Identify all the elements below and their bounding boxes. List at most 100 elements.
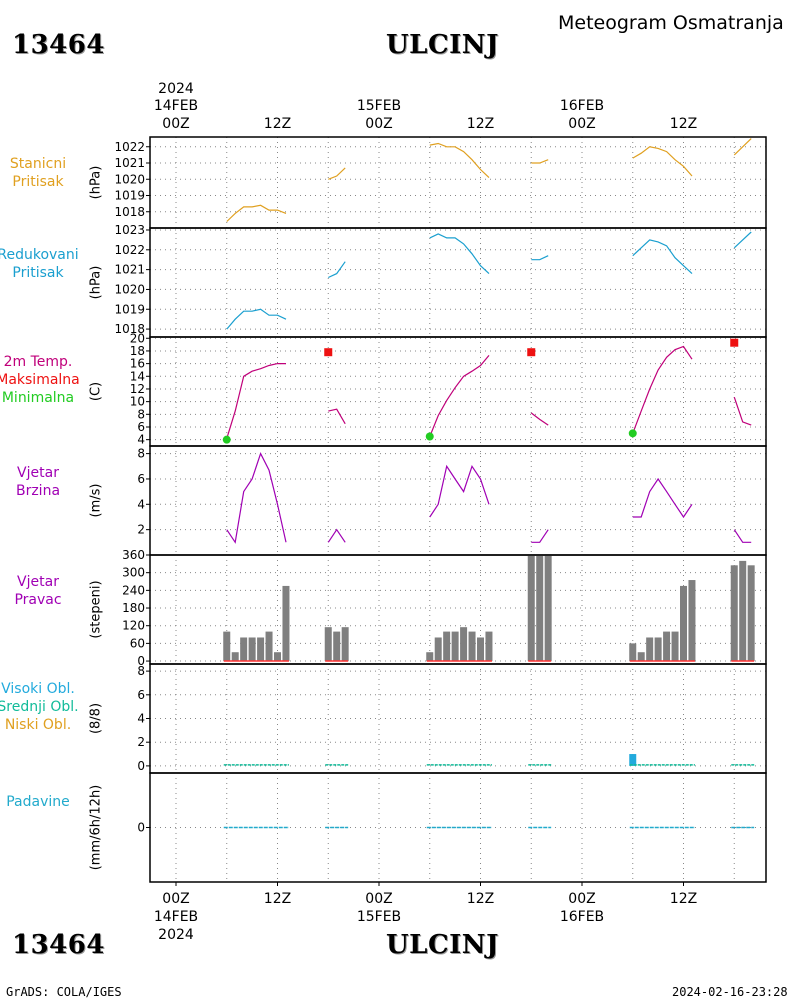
station-name-top: ULCINJ [386,30,499,60]
station-pressure-line [328,167,346,180]
temperature-line [226,363,286,439]
wind-direction-label: Vjetar [17,574,59,590]
station-pressure-ytick-label: 1020 [114,172,145,186]
wind-speed-line [327,528,346,543]
wind-direction-bar [257,637,265,662]
station-pressure-ytick-label: 1022 [114,140,145,154]
wind-direction-bar [248,637,256,662]
tmin-marker [628,429,637,438]
x-tick-label-top: 12Z [670,116,697,132]
temperature-ytick-label: 6 [137,420,145,434]
wind-direction-bar [341,627,349,662]
wind-direction-bar [544,555,552,662]
reduced-pressure-label: Pritisak [12,265,64,281]
reduced-pressure-ytick-label: 1018 [114,322,145,336]
station-id-bottom: 13464 [12,930,105,960]
station-pressure-label: Pritisak [12,174,64,190]
wind-direction-ytick-label: 120 [122,619,145,633]
temperature-unit-label: (C) [89,382,104,401]
credit-text: GrADS: COLA/IGES [6,985,122,999]
reduced-pressure-ytick-label: 1021 [114,263,145,277]
reduced-pressure-frame [149,227,767,338]
wind-speed-ytick-label: 8 [137,447,145,461]
temperature-line [530,412,549,426]
reduced-pressure-ytick-label: 1022 [114,243,145,257]
wind-direction-label: Pravac [14,592,61,608]
wind-direction-ytick-label: 360 [122,548,145,562]
tmax-marker [527,348,536,357]
date-label-top: 16FEB [560,98,604,114]
wind-direction-bar [671,631,679,662]
wind-direction-bar [485,631,493,662]
wind-direction-ytick-label: 240 [122,583,145,597]
wind-direction-bar [663,631,671,662]
x-tick-label-bottom: 00Z [365,891,392,907]
wind-speed-unit-label: (m/s) [89,484,104,518]
clouds-frame [149,663,767,774]
wind-direction-bar [324,627,332,662]
reduced-pressure-ytick-label: 1019 [114,302,145,316]
reduced-pressure-line [733,231,752,249]
temperature-ytick-label: 10 [130,395,145,409]
temperature-line [328,408,346,425]
wind-direction-bar [434,637,442,662]
station-name-bottom: ULCINJ [386,930,499,960]
wind-direction-bar [747,565,755,662]
wind-speed-line [226,452,287,544]
wind-speed-line [632,477,693,519]
wind-direction-bar [426,652,434,662]
wind-direction-bar [274,652,281,662]
wind-direction-bar [231,652,239,662]
wind-direction-ytick-label: 60 [130,636,145,650]
wind-direction-bar [739,560,747,662]
wind-direction-bar [654,637,662,662]
temperature-line [632,345,693,434]
product-title: Meteogram Osmatranja [558,12,784,34]
clouds-label: Niski Obl. [5,717,71,733]
x-tick-label-top: 12Z [264,116,291,132]
wind-direction-bar [468,631,476,662]
wind-direction-bar [333,631,341,662]
wind-direction-bar [637,652,645,662]
wind-direction-bar [282,585,290,662]
x-tick-label-bottom: 12Z [670,891,697,907]
tmax-marker [730,338,739,347]
reduced-pressure-line [632,239,693,275]
temperature-label: 2m Temp. [4,354,73,370]
clouds-unit-label: (8/8) [89,703,104,734]
tmax-marker [324,348,333,357]
wind-speed-ytick-label: 2 [137,523,145,537]
wind-direction-bar [443,631,451,662]
clouds-ytick-label: 8 [137,664,145,678]
x-tick-label-bottom: 12Z [264,891,291,907]
temperature-ytick-label: 20 [130,331,145,345]
clouds-ytick-label: 4 [137,712,145,726]
date-label-bottom: 14FEB [154,909,198,925]
clouds-ytick-label: 6 [137,688,145,702]
station-pressure-line [226,204,287,222]
x-tick-label-top: 12Z [467,116,494,132]
station-pressure-line [429,142,490,179]
temperature-line [429,355,490,437]
x-tick-label-top: 00Z [365,116,392,132]
x-tick-label-top: 00Z [568,116,595,132]
wind-direction-bar [527,555,535,662]
precip-label: Padavine [6,794,70,810]
temperature-ytick-label: 12 [130,382,145,396]
wind-direction-unit-label: (stepeni) [89,580,104,638]
wind-speed-ytick-label: 4 [137,497,145,511]
wind-direction-bar [646,637,654,662]
clouds-ytick-label: 2 [137,735,145,749]
temperature-ytick-label: 4 [137,433,145,447]
station-pressure-ytick-label: 1018 [114,205,145,219]
wind-speed-line [733,529,752,543]
wind-direction-bar [223,631,231,662]
x-tick-label-bottom: 00Z [568,891,595,907]
temperature-label: Minimalna [2,390,74,406]
temperature-frame [149,336,767,447]
temperature-label: Maksimalna [0,372,80,388]
temperature-line [733,397,752,426]
wind-direction-bar [265,631,273,662]
reduced-pressure-unit-label: (hPa) [89,266,104,300]
